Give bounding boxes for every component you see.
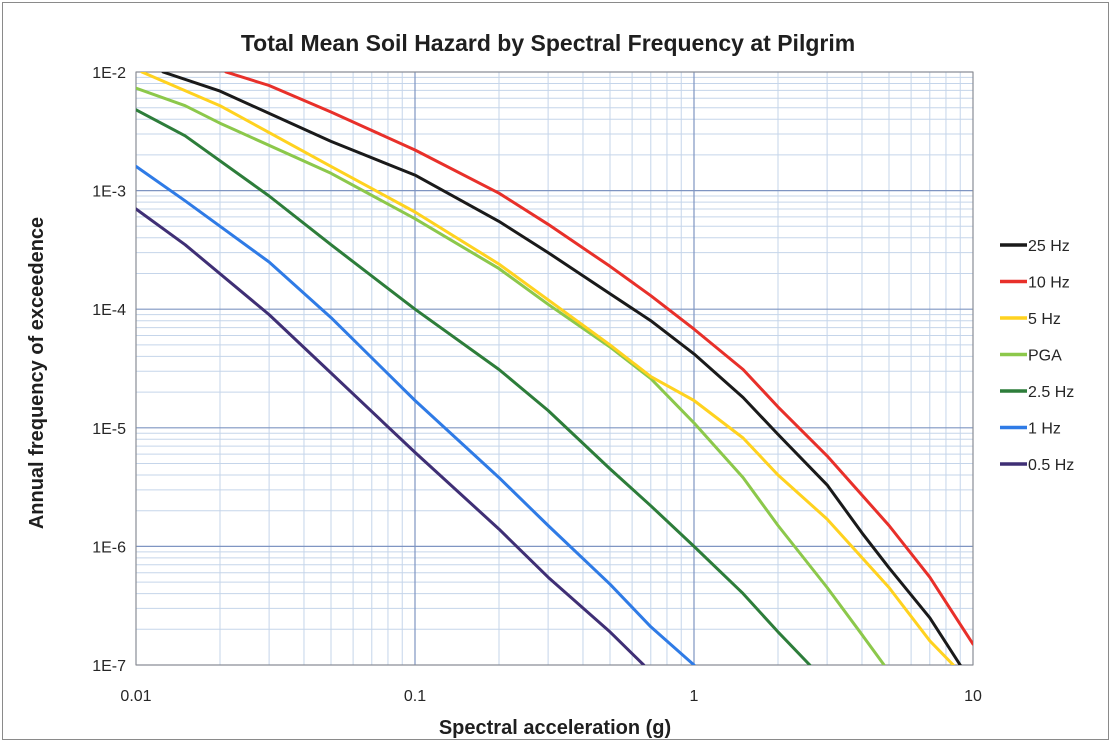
series-line-pga [136, 86, 886, 665]
x-axis-ticks: 0.01 0.1 1 10 [120, 688, 982, 705]
y-axis-ticks: 1E-2 1E-3 1E-4 1E-5 1E-6 1E-7 [92, 65, 126, 675]
y-axis-title: Annual frequency of exceedence [26, 217, 48, 529]
y-tick-label: 1E-6 [92, 539, 126, 556]
legend-label-25-hz: 25 Hz [1028, 238, 1070, 255]
y-tick-label: 1E-2 [92, 65, 126, 82]
legend-label-10-hz: 10 Hz [1028, 275, 1070, 292]
series-line-2-5-hz [136, 108, 812, 665]
series-line-25-hz [161, 72, 962, 665]
legend-label-1-hz: 1 Hz [1028, 421, 1061, 438]
series-lines [136, 72, 973, 665]
x-tick-label: 0.1 [404, 688, 426, 705]
plot-border [135, 71, 974, 666]
minor-grid [136, 72, 973, 665]
legend-label-5-hz: 5 Hz [1028, 311, 1061, 328]
hazard-chart: Total Mean Soil Hazard by Spectral Frequ… [26, 30, 1074, 739]
y-tick-label: 1E-5 [92, 421, 126, 438]
series-line-5-hz [140, 72, 955, 665]
major-grid [135, 71, 974, 666]
chart-title: Total Mean Soil Hazard by Spectral Frequ… [241, 30, 855, 56]
y-tick-label: 1E-3 [92, 184, 126, 201]
legend: 25 Hz 10 Hz 5 Hz PGA 2.5 Hz 1 Hz 0.5 Hz [1000, 238, 1074, 474]
x-tick-label: 10 [964, 688, 982, 705]
legend-label-2-5-hz: 2.5 Hz [1028, 384, 1074, 401]
x-tick-label: 0.01 [120, 688, 151, 705]
y-tick-label: 1E-4 [92, 302, 126, 319]
y-tick-label: 1E-7 [92, 658, 126, 675]
series-line-1-hz [136, 164, 696, 665]
x-tick-label: 1 [690, 688, 699, 705]
legend-label-pga: PGA [1028, 348, 1062, 365]
x-axis-title: Spectral acceleration (g) [439, 717, 671, 739]
series-line-10-hz [224, 72, 973, 646]
series-line-0-5-hz [136, 207, 646, 665]
legend-label-0-5-hz: 0.5 Hz [1028, 457, 1074, 474]
